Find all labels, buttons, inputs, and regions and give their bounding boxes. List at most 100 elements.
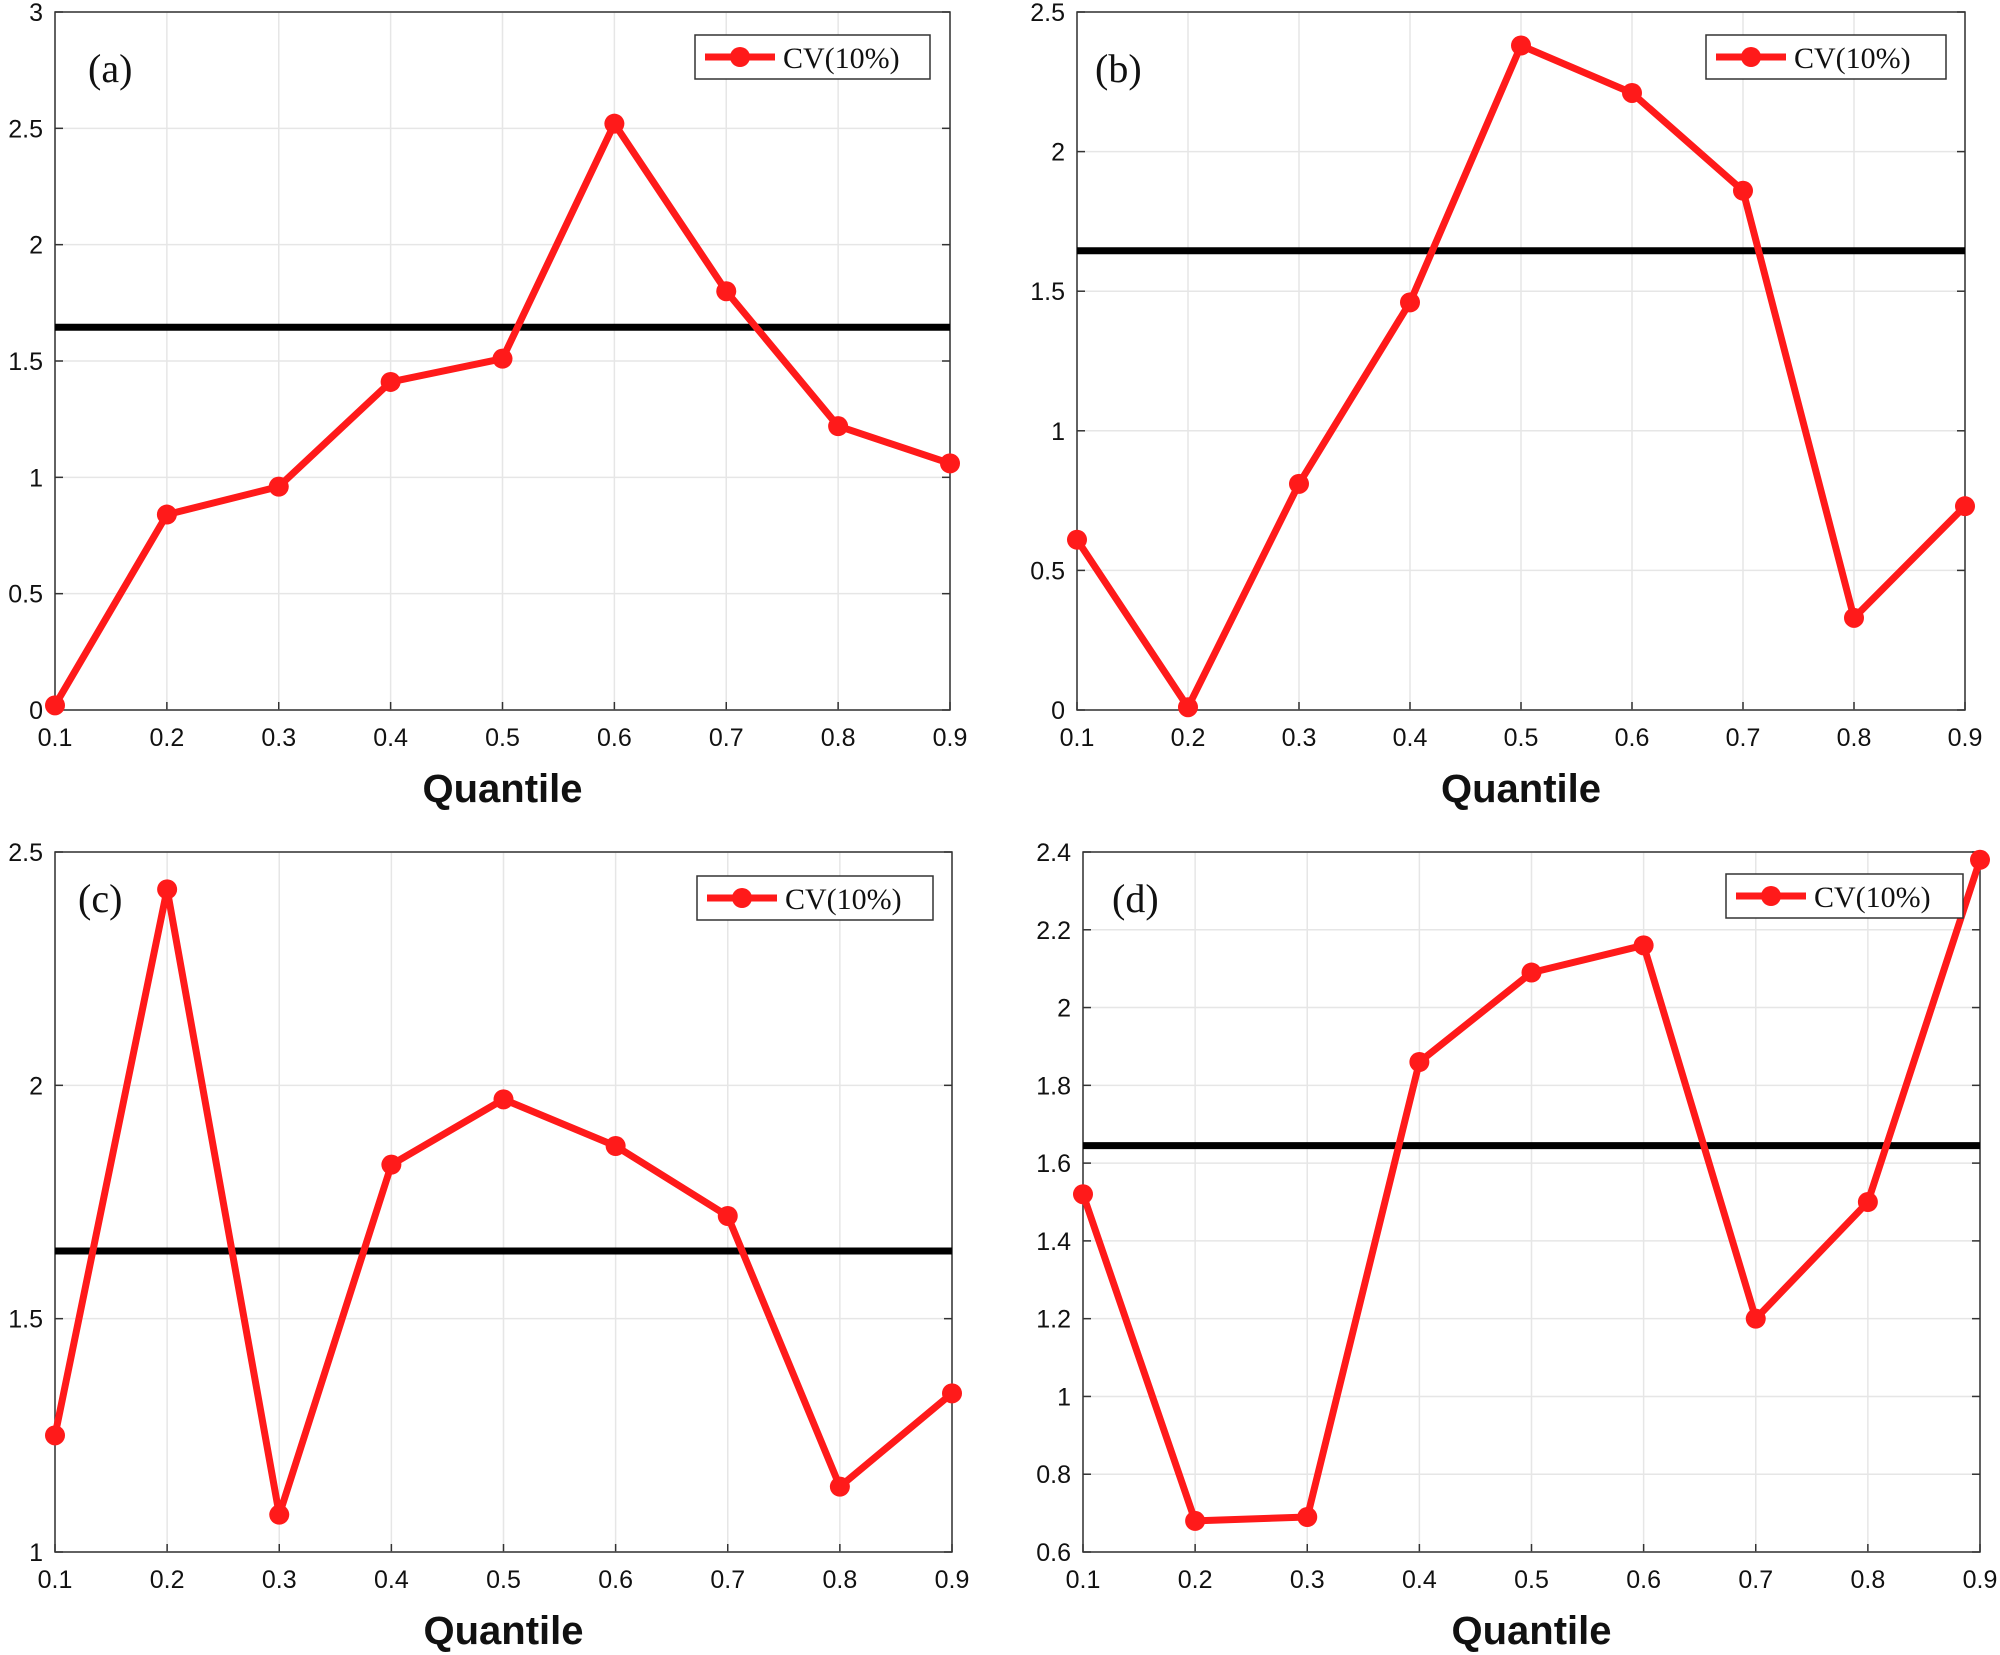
legend-label: CV(10%) (1794, 42, 1911, 75)
panel-label: (d) (1112, 876, 1159, 921)
y-tick-label: 2 (1051, 139, 1065, 167)
x-tick-label: 0.7 (1726, 724, 1761, 752)
x-tick-label: 0.5 (1514, 1566, 1549, 1594)
x-tick-label: 0.8 (821, 724, 856, 752)
x-tick-label: 0.9 (935, 1566, 970, 1594)
y-tick-label: 2 (29, 232, 43, 260)
x-axis-label: Quantile (1451, 1609, 1611, 1653)
y-tick-label: 2.4 (1036, 839, 1071, 867)
y-tick-label: 0.5 (1030, 557, 1065, 585)
x-tick-label: 0.1 (38, 724, 73, 752)
axes-frame (1076, 11, 1966, 711)
y-tick-label: 0 (29, 697, 43, 725)
legend: CV(10%) (696, 875, 934, 921)
x-tick-label: 0.4 (373, 724, 408, 752)
data-point (1633, 935, 1654, 956)
panel-label: (b) (1095, 46, 1142, 91)
axes-frame (54, 11, 951, 711)
legend: CV(10%) (1725, 873, 1964, 919)
x-tick-label: 0.9 (1948, 724, 1983, 752)
data-point (829, 1476, 850, 1497)
data-point (268, 476, 289, 497)
chart-panel-c: 0.1 0.2 0.3 0.4 0.5 0.6 0.7 0.8 0.9 1 1.5 2 2.5 CV(10… (8, 839, 969, 1653)
data-point (1622, 82, 1642, 103)
data-point (1067, 529, 1087, 550)
data-point (269, 1504, 290, 1525)
data-point (1511, 35, 1531, 56)
data-point (1745, 1308, 1766, 1329)
legend-marker (1741, 47, 1761, 67)
y-tick-label: 2.5 (8, 839, 43, 867)
data-point (604, 113, 625, 134)
y-tick-label: 2 (1057, 995, 1071, 1023)
x-tick-label: 0.7 (1738, 1566, 1773, 1594)
x-tick-label: 0.2 (1171, 724, 1206, 752)
data-point (156, 504, 177, 525)
y-tick-label: 1.4 (1036, 1228, 1071, 1256)
y-tick-label: 2.5 (8, 115, 43, 143)
y-tick-label: 0.5 (8, 581, 43, 609)
x-tick-label: 0.6 (597, 724, 632, 752)
legend-marker (732, 888, 752, 908)
x-tick-label: 0.2 (150, 1566, 185, 1594)
legend-label: CV(10%) (1814, 881, 1931, 914)
panel-label: (a) (88, 46, 132, 91)
x-tick-label: 0.9 (933, 724, 968, 752)
x-tick-label: 0.1 (38, 1566, 73, 1594)
data-point (1178, 697, 1198, 718)
y-tick-label: 0 (1051, 697, 1065, 725)
x-tick-label: 0.8 (1850, 1566, 1885, 1594)
x-tick-label: 0.1 (1060, 724, 1095, 752)
y-tick-label: 3 (29, 0, 43, 27)
data-point (940, 453, 960, 474)
legend-box (696, 875, 934, 921)
y-tick-label: 0.8 (1036, 1461, 1071, 1489)
legend-marker (730, 47, 750, 67)
data-point (1733, 180, 1753, 201)
data-point (45, 695, 65, 716)
y-tick-label: 1 (29, 464, 43, 492)
y-tick-label: 1.5 (8, 348, 43, 376)
y-tick-label: 0.6 (1036, 1539, 1071, 1567)
x-axis-label: Quantile (1441, 767, 1601, 811)
chart-panel-d: 0.1 0.2 0.3 0.4 0.5 0.6 0.7 0.8 0.9 0.6 0.8 1 1.2 1.4… (1036, 839, 1997, 1653)
chart-panel-a: 0.1 0.2 0.3 0.4 0.5 0.6 0.7 0.8 0.9 0 0.5 1 1.5 2 2.5 3… (8, 0, 967, 811)
x-tick-label: 0.8 (822, 1566, 857, 1594)
data-point (605, 1136, 626, 1156)
x-tick-label: 0.5 (485, 724, 520, 752)
legend-label: CV(10%) (785, 883, 902, 916)
x-tick-label: 0.2 (149, 724, 184, 752)
legend-label: CV(10%) (783, 42, 900, 75)
data-point (1400, 292, 1420, 313)
x-tick-label: 0.6 (598, 1566, 633, 1594)
x-tick-label: 0.7 (709, 724, 744, 752)
data-point (716, 281, 737, 302)
y-tick-label: 2.5 (1030, 0, 1065, 27)
data-point (942, 1383, 962, 1404)
legend-marker (1761, 886, 1781, 906)
x-tick-label: 0.4 (1393, 724, 1428, 752)
data-point (492, 348, 513, 369)
data-point (1857, 1192, 1878, 1212)
x-tick-label: 0.6 (1626, 1566, 1661, 1594)
data-point (1297, 1507, 1318, 1527)
data-point (1073, 1184, 1093, 1205)
panel-label: (c) (78, 876, 122, 921)
axes-frame (54, 851, 953, 1553)
x-tick-label: 0.1 (1066, 1566, 1101, 1594)
data-point (380, 371, 401, 392)
legend: CV(10%) (694, 34, 931, 80)
x-tick-label: 0.3 (262, 1566, 297, 1594)
x-axis-label: Quantile (422, 767, 582, 811)
data-point (381, 1154, 402, 1175)
data-point (1289, 473, 1309, 494)
data-point (1970, 849, 1990, 870)
y-tick-label: 1 (1057, 1383, 1071, 1411)
x-tick-label: 0.5 (1504, 724, 1539, 752)
y-tick-label: 2.2 (1036, 917, 1071, 945)
x-tick-label: 0.6 (1615, 724, 1650, 752)
x-tick-label: 0.3 (1290, 1566, 1325, 1594)
x-tick-label: 0.7 (710, 1566, 745, 1594)
data-point (717, 1206, 738, 1226)
